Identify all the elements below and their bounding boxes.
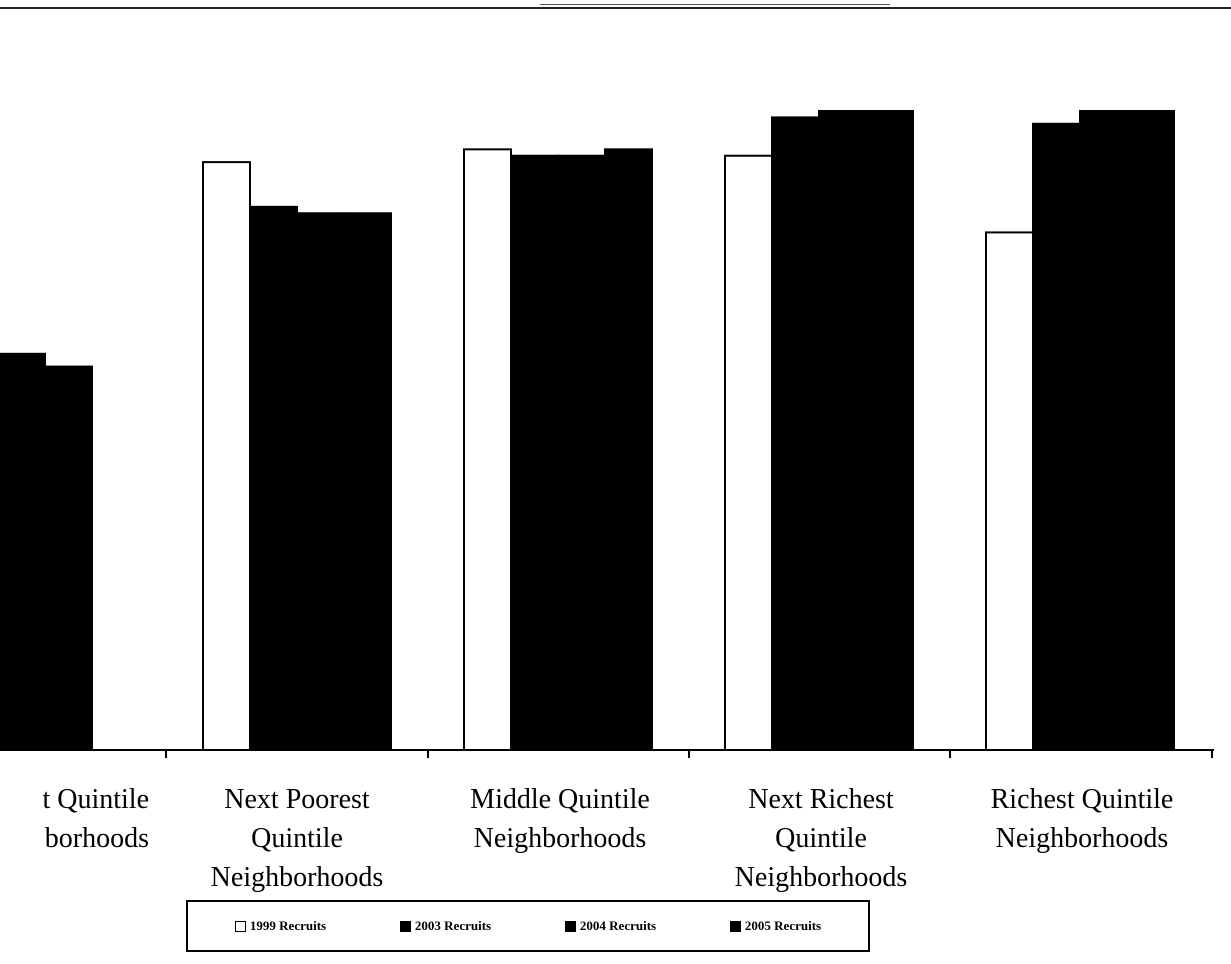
legend-item-2005: 2005 Recruits bbox=[729, 918, 822, 934]
legend-item-2004: 2004 Recruits bbox=[564, 918, 657, 934]
bar-2003-cat1 bbox=[249, 205, 298, 752]
legend-swatch-2005 bbox=[729, 920, 741, 932]
bar-2003-cat4 bbox=[1032, 122, 1081, 751]
bar-2004-cat0 bbox=[0, 352, 46, 751]
legend-item-1999: 1999 Recruits bbox=[234, 918, 327, 934]
legend-item-2003: 2003 Recruits bbox=[399, 918, 492, 934]
bar-2003-cat3 bbox=[771, 116, 820, 751]
category-label-2: Middle Quintile Neighborhoods bbox=[470, 784, 650, 854]
legend-label-2003: 2003 Recruits bbox=[414, 918, 492, 933]
legend: 1999 Recruits 2003 Recruits 2004 Recruit… bbox=[186, 900, 870, 952]
bar-1999-cat3 bbox=[724, 154, 773, 752]
bar-1999-cat4 bbox=[985, 231, 1034, 752]
x-axis bbox=[0, 749, 1214, 758]
bars-group bbox=[0, 110, 1175, 752]
bar-1999-cat1 bbox=[202, 161, 251, 751]
bar-2005-cat1 bbox=[343, 212, 392, 752]
legend-label-1999: 1999 Recruits bbox=[249, 918, 327, 933]
category-label-0: t Quintile borhoods bbox=[42, 784, 149, 854]
top-rule bbox=[0, 7, 1231, 9]
category-label-4: Richest Quintile Neighborhoods bbox=[990, 784, 1174, 854]
legend-swatch-2004 bbox=[564, 920, 576, 932]
category-label-1: Next Poorest Quintile Neighborhoods bbox=[210, 784, 384, 893]
bar-2005-cat4 bbox=[1126, 110, 1175, 751]
category-label-3: Next Richest Quintile Neighborhoods bbox=[734, 784, 908, 893]
bar-2004-cat1 bbox=[296, 212, 345, 752]
bar-2003-cat2 bbox=[510, 154, 559, 752]
legend-label-2004: 2004 Recruits bbox=[579, 918, 657, 933]
bar-2005-cat3 bbox=[865, 110, 914, 751]
bar-2004-cat2 bbox=[557, 154, 606, 752]
top-rule-faint bbox=[540, 4, 890, 5]
bar-1999-cat2 bbox=[463, 148, 512, 751]
bar-2005-cat0 bbox=[44, 365, 93, 751]
legend-swatch-2003 bbox=[399, 920, 411, 932]
bar-2005-cat2 bbox=[604, 148, 653, 751]
bar-2004-cat4 bbox=[1079, 110, 1128, 751]
legend-label-2005: 2005 Recruits bbox=[744, 918, 822, 933]
bar-2004-cat3 bbox=[818, 110, 867, 751]
legend-swatch-1999 bbox=[234, 920, 246, 932]
